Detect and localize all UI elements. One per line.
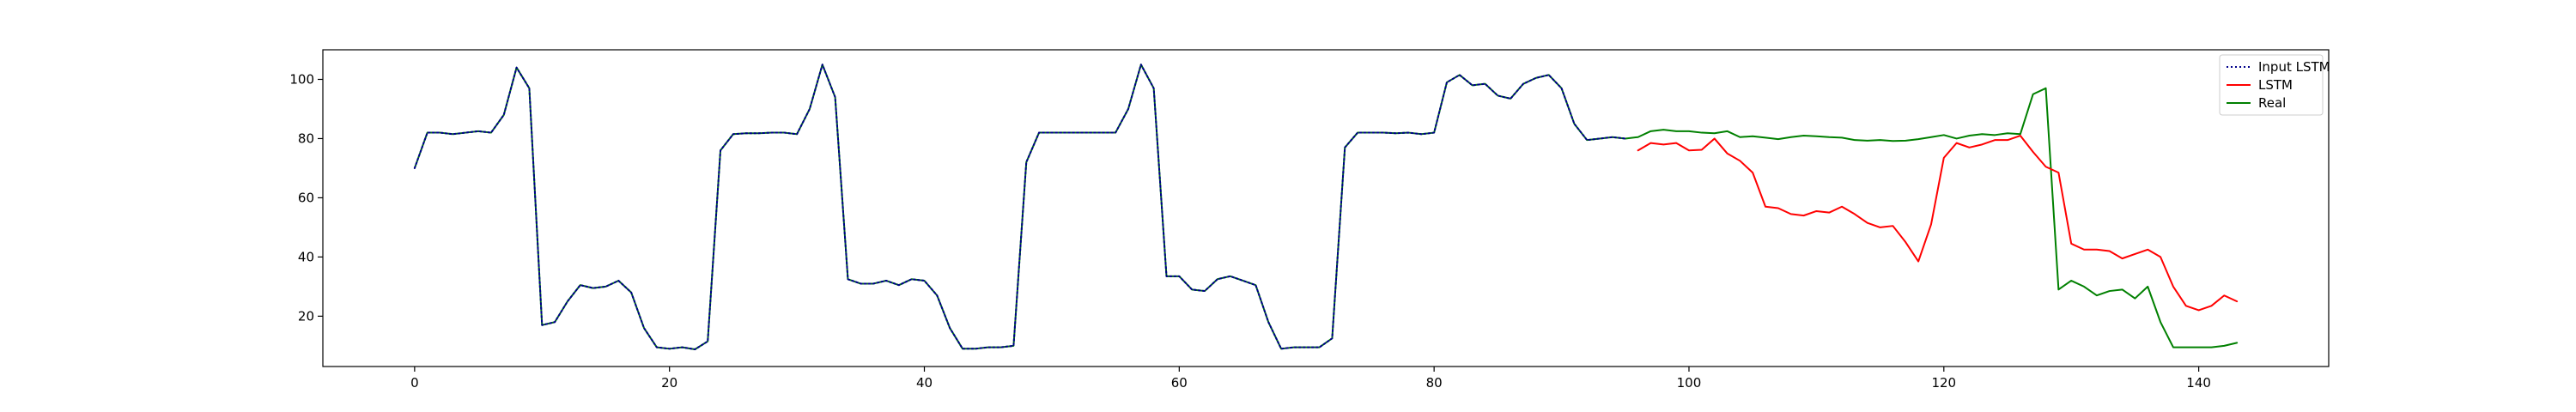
legend-frame xyxy=(2219,54,2324,116)
x-tick-label: 40 xyxy=(916,375,933,391)
series-line-input-lstm xyxy=(413,64,1626,350)
y-tick-label: 60 xyxy=(298,190,314,205)
x-tick-label: 120 xyxy=(1931,375,1956,391)
legend: Input LSTM LSTM Real xyxy=(2219,54,2330,116)
x-tick-label: 80 xyxy=(1426,375,1443,391)
y-tick-label: 40 xyxy=(298,249,314,264)
x-tick-label: 60 xyxy=(1171,375,1188,391)
x-tick-label: 100 xyxy=(1677,375,1702,391)
x-tick-label: 20 xyxy=(661,375,677,391)
plot-area xyxy=(413,64,2239,350)
legend-label-real: Real xyxy=(2258,95,2286,111)
y-tick-label: 20 xyxy=(298,308,314,324)
axes-frame xyxy=(322,49,2330,367)
legend-label-input-lstm: Input LSTM xyxy=(2258,59,2330,75)
series-line-lstm xyxy=(1637,135,2239,312)
axes: 0 20 40 60 80 100 120 140 20 40 60 80 100 xyxy=(289,49,2330,391)
x-tick-label: 140 xyxy=(2186,375,2211,391)
y-tick-label: 100 xyxy=(289,71,314,87)
legend-label-lstm: LSTM xyxy=(2258,77,2293,93)
y-tick-label: 80 xyxy=(298,130,314,146)
x-tick-label: 0 xyxy=(410,375,419,391)
